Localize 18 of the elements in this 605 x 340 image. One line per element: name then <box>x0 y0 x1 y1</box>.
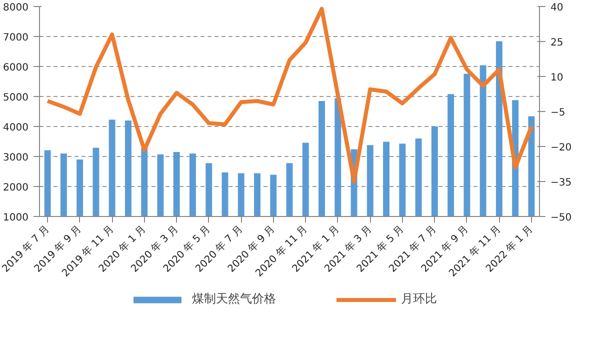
y-tick-label: 8000 <box>3 2 29 14</box>
legend-label: 月环比 <box>401 290 437 308</box>
y2-tick-label: 40 <box>550 2 564 14</box>
y-tick-label: 2000 <box>3 182 29 194</box>
y2-tick-label: −20 <box>550 142 572 154</box>
y-tick-label: 1000 <box>3 212 29 224</box>
line-series <box>46 6 534 184</box>
y2-tick-label: −35 <box>550 178 572 188</box>
y2-tick-label: 25 <box>550 38 564 48</box>
y-tick-label: 6000 <box>3 62 29 74</box>
y-tick-label: 5000 <box>3 92 29 104</box>
y2-tick-label: −5 <box>550 108 566 118</box>
y2-tick-label: 10 <box>550 72 564 84</box>
y-tick-label: 3000 <box>3 152 29 164</box>
y-tick-label: 4000 <box>3 122 29 134</box>
y-tick-label: 7000 <box>3 32 29 44</box>
legend-label: 煤制天然气价格 <box>192 290 276 308</box>
y2-tick-label: −50 <box>550 212 572 224</box>
